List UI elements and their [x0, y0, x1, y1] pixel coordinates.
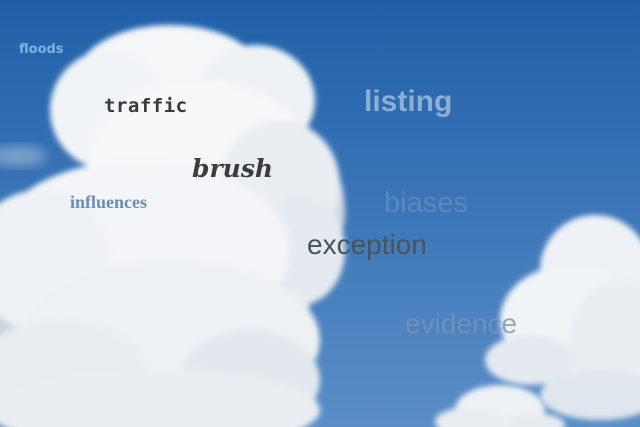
word-exception: exception [307, 229, 427, 260]
word-floods: floods [19, 42, 64, 57]
word-listing: listing [364, 85, 453, 118]
cloud-wisp [0, 146, 46, 166]
word-traffic: traffic [104, 95, 188, 117]
bottom-cloud [435, 385, 565, 427]
word-evidence: evidence [405, 308, 518, 339]
right-cloud [485, 215, 640, 420]
word-influences: influences [70, 192, 148, 212]
word-brush: brush [192, 154, 274, 183]
word-biases: biases [384, 187, 468, 219]
main-cloud [0, 25, 345, 427]
